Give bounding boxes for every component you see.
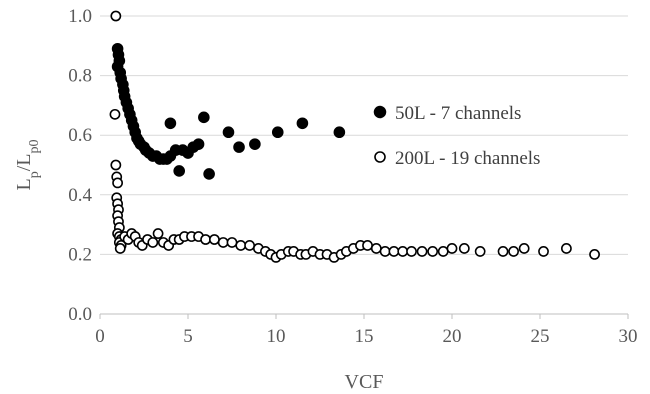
x-tick-label: 25 [531,326,550,347]
x-tick-label: 5 [183,326,193,347]
data-point-200L [397,246,409,257]
legend-marker-filled-circle [373,105,387,119]
data-point-200L [406,246,417,257]
data-point-200L [362,240,373,251]
data-point-200L [446,243,458,254]
data-point-200L [244,240,255,251]
data-point-200L [538,246,549,257]
y-axis-title-part: p [27,171,42,178]
y-axis-title-part: L [13,178,35,190]
x-axis-title: VCF [345,371,384,393]
y-tick-label: 0.0 [68,304,92,325]
data-point-200L [147,237,159,248]
data-point-200L [110,159,122,171]
x-tick-label: 20 [443,326,462,347]
data-point-200L [427,246,439,257]
data-point-200L [217,237,229,248]
y-tick-label: 0.4 [68,185,92,206]
data-point-200L [518,243,530,254]
y-tick-label: 0.6 [68,125,92,146]
data-point-200L [109,108,121,120]
gridlines [100,15,628,255]
axes [99,313,629,319]
data-point-200L [152,228,164,239]
data-point-50L [333,126,346,139]
legend-item-series-1: 50L - 7 channels [373,103,521,124]
data-point-50L [249,138,261,150]
legend-marker-open-circle [374,151,386,163]
y-axis-title-part: p [27,147,42,154]
data-point-200L [458,243,470,254]
x-tick-label: 30 [619,326,638,347]
y-axis-title-part: 0 [27,140,42,147]
data-point-50L [173,165,185,177]
legend-label: 200L - 19 channels [395,148,540,169]
data-point-200L [388,246,400,257]
y-tick-label: 0.8 [68,66,92,87]
data-point-200L [370,243,382,254]
data-point-50L [198,111,210,124]
y-tick-label: 1.0 [68,6,92,27]
x-tick-label: 0 [95,326,105,347]
data-point-200L [114,243,126,254]
y-tick-label: 0.2 [68,244,92,265]
y-tick-labels: 0.0 0.2 0.4 0.6 0.8 1.0 [68,6,92,325]
y-axis-title: Lp/Lp0 [13,140,42,191]
data-points [109,10,600,263]
data-point-200L [561,243,572,254]
data-point-200L [208,234,220,245]
data-point-200L [235,240,247,251]
legend: 50L - 7 channels 200L - 19 channels [373,103,540,169]
data-point-200L [508,246,519,257]
data-point-200L [437,246,449,257]
x-tick-label: 10 [267,326,286,347]
data-point-200L [379,246,391,257]
data-point-50L [203,168,215,180]
data-point-200L [110,10,122,22]
data-point-50L [222,126,235,139]
data-point-200L [226,237,238,248]
data-point-200L [497,246,509,257]
data-point-50L [271,126,284,139]
data-point-200L [112,177,123,189]
data-point-200L [200,234,211,245]
legend-item-series-2: 200L - 19 channels [374,148,540,169]
data-point-50L [164,117,177,130]
data-point-200L [589,248,600,260]
data-point-200L [416,246,428,257]
data-point-200L [474,246,486,257]
x-tick-labels: 0 5 10 15 20 25 30 [95,326,637,347]
x-tick-label: 15 [355,326,374,347]
data-point-50L [192,138,205,150]
data-point-50L [296,117,309,130]
data-point-50L [233,141,245,153]
y-axis-title-part: /L [13,154,35,172]
legend-label: 50L - 7 channels [395,103,521,124]
